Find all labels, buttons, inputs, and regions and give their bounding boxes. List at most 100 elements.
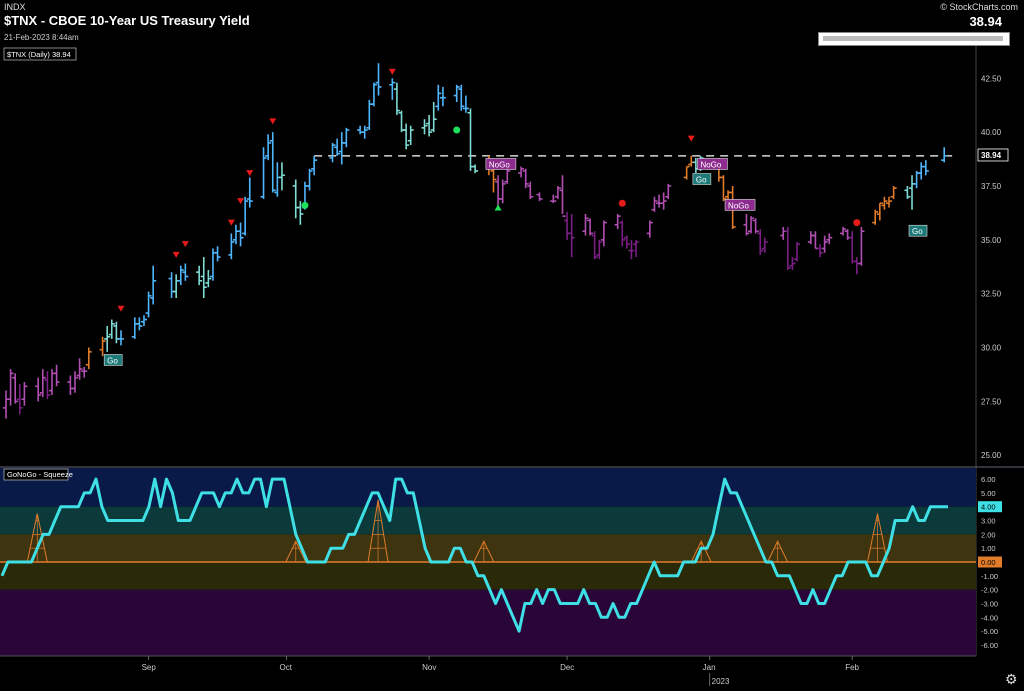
zero-tag-text: 0.00 xyxy=(981,558,996,567)
price-bars xyxy=(3,63,948,419)
price-legend: $TNX (Daily) 38.94 xyxy=(3,47,77,61)
trend-label-text: Go xyxy=(912,227,923,236)
down-triangle-marker xyxy=(172,251,180,258)
price-bar xyxy=(99,336,106,357)
indicator-last-tag-text: 4.00 xyxy=(981,503,996,512)
indicator-tick-label: -1.00 xyxy=(981,572,998,581)
price-bar xyxy=(752,218,759,234)
price-tick-label: 30.00 xyxy=(981,344,1002,353)
price-bar xyxy=(683,165,690,180)
indicator-band xyxy=(0,468,976,507)
price-bar xyxy=(177,265,184,286)
price-bar xyxy=(430,102,437,133)
price-bar xyxy=(922,160,929,176)
gear-icon[interactable]: ⚙ xyxy=(1005,671,1018,687)
indicator-bands xyxy=(0,468,976,656)
price-tick-label: 40.00 xyxy=(981,128,1002,137)
price-bar xyxy=(904,186,911,199)
price-bar xyxy=(426,114,433,137)
price-bar xyxy=(665,183,672,199)
go-ball-marker xyxy=(301,201,309,209)
scroll-thumb[interactable] xyxy=(823,36,1003,41)
price-bar xyxy=(600,220,607,247)
ball-marker xyxy=(618,199,626,207)
price-bar xyxy=(522,168,529,189)
price-bar xyxy=(242,196,249,236)
down-triangle-marker xyxy=(181,241,189,248)
price-bar xyxy=(633,239,640,258)
price-bar xyxy=(182,263,189,281)
price-bar xyxy=(554,186,561,199)
trend-label-box xyxy=(103,354,123,366)
price-bar xyxy=(876,202,883,221)
squeeze-peak xyxy=(867,513,888,563)
price-bar xyxy=(550,194,557,204)
indicator-tick-label: -2.00 xyxy=(981,586,998,595)
price-bar xyxy=(214,246,221,262)
x-tick-label: Oct xyxy=(280,663,293,672)
price-bar xyxy=(71,371,78,393)
trend-label-text: Go xyxy=(107,356,118,365)
price-tick-label: 27.50 xyxy=(981,397,1002,406)
price-tick-label: 37.50 xyxy=(981,182,1002,191)
price-bar xyxy=(334,138,341,156)
price-bar xyxy=(265,134,272,161)
down-triangle-marker xyxy=(227,219,235,226)
price-bar xyxy=(117,330,124,346)
price-tick-label: 42.50 xyxy=(981,74,1002,83)
price-bar xyxy=(196,265,203,286)
price-bar xyxy=(12,373,19,404)
price-bar xyxy=(872,209,879,225)
last-value-tag-text: 38.94 xyxy=(981,151,1002,160)
x-axis: Sep Oct Nov Dec Jan Feb 2023 xyxy=(142,656,860,686)
indicator-tick-label: 2.00 xyxy=(981,530,996,539)
trend-label-box xyxy=(724,199,756,211)
x-tick-label: Sep xyxy=(142,663,157,672)
price-bar xyxy=(21,382,28,406)
price-bar xyxy=(591,231,598,260)
indicator-tick-label: 1.00 xyxy=(981,544,996,553)
price-bar xyxy=(472,164,479,174)
price-bar xyxy=(76,358,83,380)
chart-title: $TNX - CBOE 10-Year US Treasury Yield xyxy=(4,13,250,28)
price-bar xyxy=(39,369,46,398)
price-bar xyxy=(403,123,410,150)
price-bar xyxy=(628,239,635,260)
header-scrollbar[interactable] xyxy=(818,32,1010,46)
indicator-tick-label: -5.00 xyxy=(981,627,998,636)
year-label: 2023 xyxy=(712,677,730,686)
indicator-band xyxy=(0,589,976,656)
price-tick-label: 35.00 xyxy=(981,236,1002,245)
price-bar xyxy=(297,201,304,225)
last-value-tag xyxy=(977,148,1009,162)
price-bar xyxy=(821,235,828,253)
trend-label: NoGo xyxy=(697,158,728,170)
x-axis-bg xyxy=(0,656,1024,691)
price-bar xyxy=(200,257,207,298)
price-bar xyxy=(743,214,750,236)
price-bar xyxy=(44,371,51,400)
price-tick-label: 32.50 xyxy=(981,290,1002,299)
trend-label-text: NoGo xyxy=(700,160,721,169)
price-bar xyxy=(826,233,833,245)
price-bar xyxy=(136,317,143,331)
price-bar xyxy=(145,291,152,318)
go-ball-marker xyxy=(453,126,461,134)
price-bar xyxy=(435,84,442,111)
squeeze-peak xyxy=(473,540,495,563)
x-tick-label: Feb xyxy=(845,663,859,672)
price-bar xyxy=(53,364,60,387)
trend-label-text: NoGo xyxy=(489,160,510,169)
indicator-tick-label: -3.00 xyxy=(981,599,998,608)
x-tick-label: Jan xyxy=(703,663,716,672)
trend-label: Go xyxy=(103,354,123,366)
price-bar xyxy=(559,175,566,217)
price-bar xyxy=(311,155,318,176)
price-bar xyxy=(748,216,755,234)
price-bar xyxy=(596,239,603,260)
squeeze-peak xyxy=(26,513,48,563)
price-legend-box xyxy=(3,47,77,61)
indicator-band xyxy=(0,506,976,535)
indicator-tick-label: 6.00 xyxy=(981,475,996,484)
price-bar xyxy=(890,186,897,199)
